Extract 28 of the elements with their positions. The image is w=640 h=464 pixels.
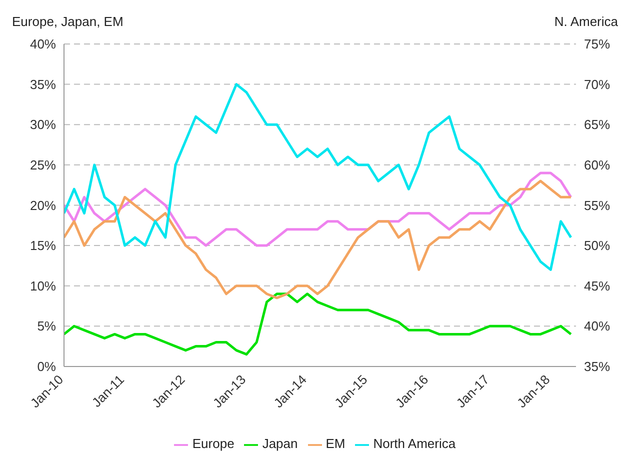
y2-tick-label: 45% <box>584 278 610 294</box>
y2-tick-label: 75% <box>584 36 610 52</box>
y2-tick-label: 35% <box>584 359 610 374</box>
line-series <box>64 83 572 271</box>
y2-tick-label: 50% <box>584 238 610 254</box>
y2-tick-label: 70% <box>584 76 610 92</box>
y-tick-label: 20% <box>30 198 56 213</box>
y-tick-label: 35% <box>30 76 56 92</box>
y2-axis-title: N. America <box>554 14 618 29</box>
y-axis-title: Europe, Japan, EM <box>12 14 124 29</box>
y-tick-label: 15% <box>30 238 56 254</box>
legend-label: North America <box>373 436 456 452</box>
y-tick-label: 5% <box>37 318 56 334</box>
legend-label: Japan <box>262 436 298 452</box>
y2-tick-label: 40% <box>584 318 610 334</box>
line-series <box>64 172 572 247</box>
y-tick-label: 0% <box>37 359 56 374</box>
y2-tick-label: 55% <box>584 198 610 213</box>
line-series <box>64 292 572 356</box>
y-tick-label: 40% <box>30 36 56 52</box>
line-series <box>64 180 572 300</box>
legend-label: EM <box>326 436 346 452</box>
y-tick-label: 10% <box>30 278 56 294</box>
y-tick-label: 30% <box>30 117 56 132</box>
y-tick-label: 25% <box>30 158 56 173</box>
legend-label: Europe <box>192 436 234 452</box>
y2-tick-label: 65% <box>584 117 610 132</box>
y2-tick-label: 60% <box>584 158 610 173</box>
